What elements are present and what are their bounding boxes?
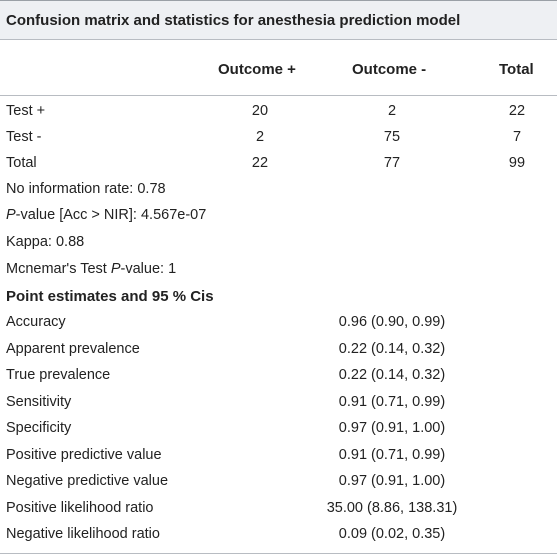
cell-test-neg-outcome-pos: 2	[255, 129, 265, 145]
table-bottom-rule	[0, 553, 557, 554]
estimate-value: 0.97 (0.91, 1.00)	[338, 473, 446, 489]
estimate-value: 0.91 (0.71, 0.99)	[338, 394, 446, 410]
mcnemar-p-italic: P	[110, 261, 121, 277]
estimate-label: Sensitivity	[6, 394, 72, 410]
header-divider	[0, 95, 557, 96]
cell-test-pos-outcome-neg: 2	[387, 103, 397, 119]
estimate-label: Accuracy	[6, 314, 66, 330]
estimate-label: True prevalence	[6, 367, 111, 383]
estimate-label: Specificity	[6, 420, 72, 436]
cell-total-outcome-pos: 22	[251, 155, 269, 171]
estimate-label: Negative likelihood ratio	[6, 526, 160, 542]
p-italic: P	[6, 207, 16, 223]
col-header-outcome-negative: Outcome -	[352, 61, 427, 78]
cell-test-neg-total: 7	[512, 129, 522, 145]
col-header-outcome-positive: Outcome +	[218, 61, 296, 78]
estimate-value: 0.96 (0.90, 0.99)	[338, 314, 446, 330]
stat-no-information-rate: No information rate: 0.78	[6, 181, 166, 197]
col-header-total: Total	[499, 61, 534, 78]
estimate-label: Positive likelihood ratio	[6, 500, 154, 516]
row-label-test-negative: Test -	[6, 129, 42, 145]
mcnemar-text: -value: 1	[120, 261, 177, 277]
stat-p-value: P-value [Acc > NIR]: 4.567e-07	[6, 207, 206, 223]
estimate-value: 0.22 (0.14, 0.32)	[338, 367, 446, 383]
estimate-value: 35.00 (8.86, 138.31)	[326, 500, 458, 516]
estimates-heading: Point estimates and 95 % Cis	[6, 288, 214, 305]
table-title-bar: Confusion matrix and statistics for anes…	[0, 0, 557, 39]
estimate-value: 0.09 (0.02, 0.35)	[338, 526, 446, 542]
p-value-text: -value [Acc > NIR]: 4.567e-07	[15, 207, 207, 223]
estimate-label: Positive predictive value	[6, 447, 162, 463]
cell-test-pos-total: 22	[508, 103, 526, 119]
row-label-total: Total	[6, 155, 37, 171]
stat-mcnemar: Mcnemar's Test P-value: 1	[6, 261, 176, 277]
estimate-label: Negative predictive value	[6, 473, 169, 489]
mcnemar-prefix: Mcnemar's Test	[6, 261, 111, 277]
estimate-value: 0.97 (0.91, 1.00)	[338, 420, 446, 436]
cell-test-pos-outcome-pos: 20	[251, 103, 269, 119]
row-label-test-positive: Test +	[6, 103, 46, 119]
estimate-label: Apparent prevalence	[6, 341, 140, 357]
stat-kappa: Kappa: 0.88	[6, 234, 85, 250]
estimate-value: 0.22 (0.14, 0.32)	[338, 341, 446, 357]
estimate-value: 0.91 (0.71, 0.99)	[338, 447, 446, 463]
title-divider	[0, 39, 557, 40]
cell-total-total: 99	[508, 155, 526, 171]
cell-test-neg-outcome-neg: 75	[383, 129, 401, 145]
table-title: Confusion matrix and statistics for anes…	[6, 12, 461, 29]
cell-total-outcome-neg: 77	[383, 155, 401, 171]
